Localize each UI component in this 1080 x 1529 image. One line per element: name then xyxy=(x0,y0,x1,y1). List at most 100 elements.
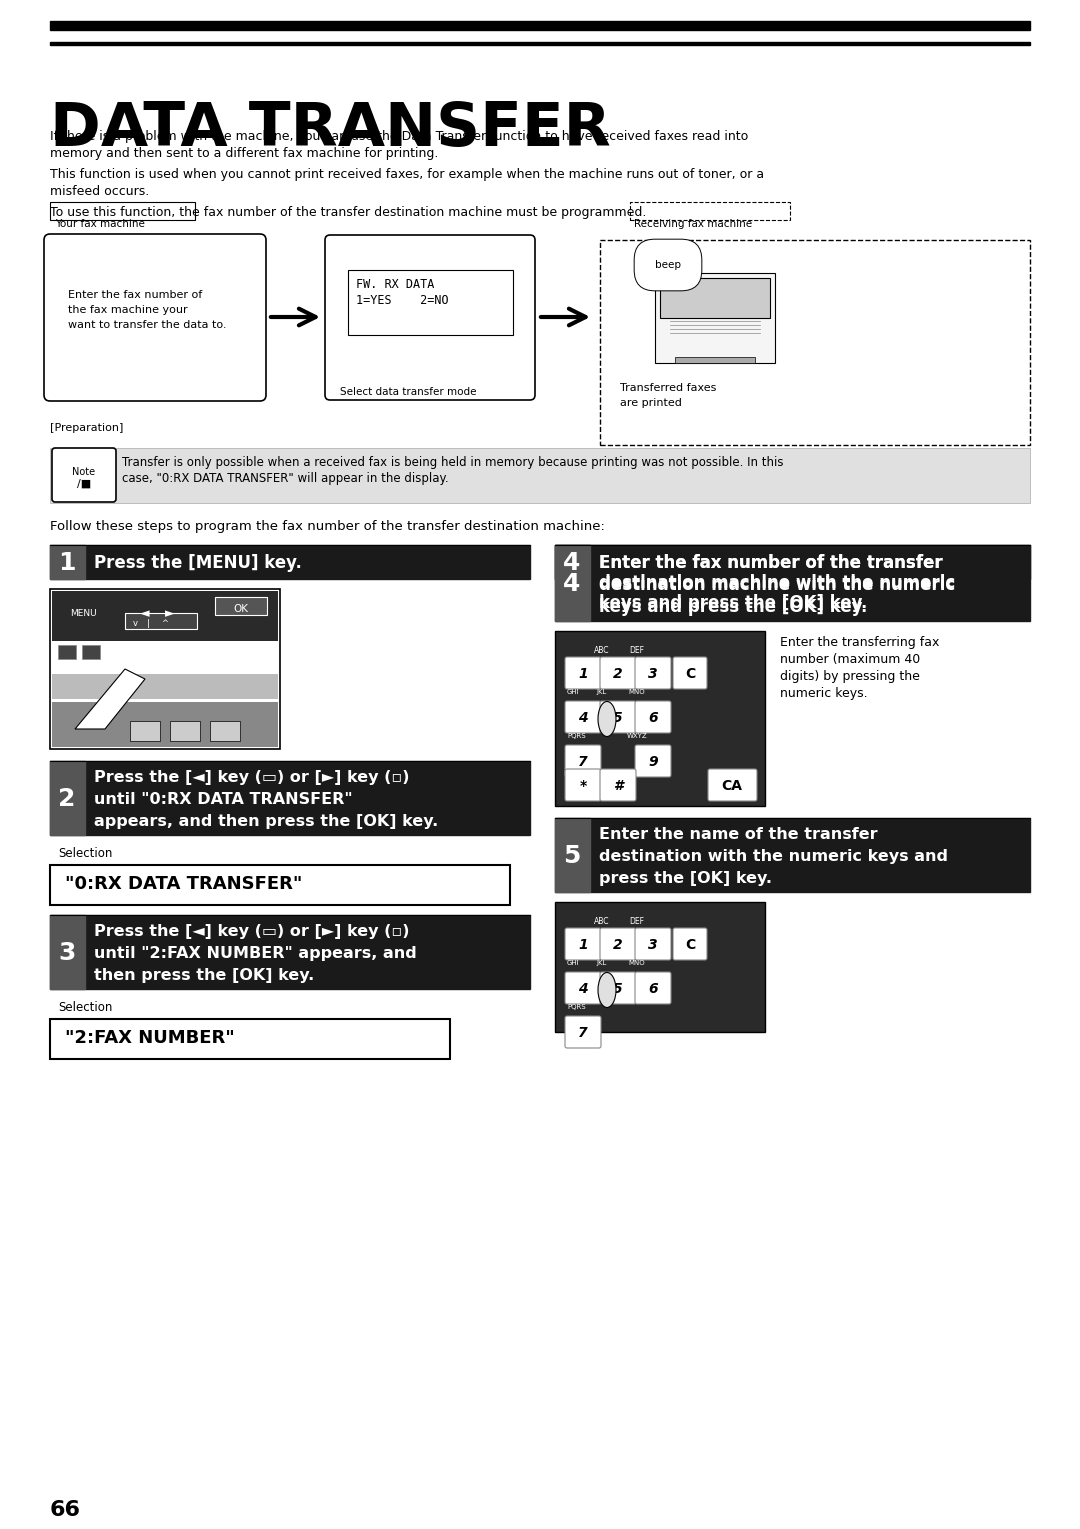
Bar xyxy=(50,914,85,989)
Text: Follow these steps to program the fax number of the transfer destination machine: Follow these steps to program the fax nu… xyxy=(50,520,605,534)
Text: ^: ^ xyxy=(161,619,168,628)
FancyBboxPatch shape xyxy=(600,928,636,960)
Ellipse shape xyxy=(598,702,616,737)
Bar xyxy=(555,544,590,579)
Ellipse shape xyxy=(598,972,616,1008)
FancyBboxPatch shape xyxy=(635,745,671,777)
Text: destination machine with the numeric: destination machine with the numeric xyxy=(599,573,955,592)
FancyBboxPatch shape xyxy=(565,657,600,690)
Text: Select data transfer mode: Select data transfer mode xyxy=(340,387,476,398)
Text: This function is used when you cannot print received faxes, for example when the: This function is used when you cannot pr… xyxy=(50,168,765,180)
Text: Selection: Selection xyxy=(58,847,112,859)
Bar xyxy=(555,544,1030,621)
Bar xyxy=(50,544,530,579)
Bar xyxy=(50,914,530,989)
Text: destination with the numeric keys and: destination with the numeric keys and xyxy=(599,849,948,864)
Text: Selection: Selection xyxy=(58,1001,112,1014)
Text: 3: 3 xyxy=(58,940,76,965)
Text: MENU: MENU xyxy=(70,609,96,618)
FancyBboxPatch shape xyxy=(52,448,116,502)
FancyBboxPatch shape xyxy=(325,235,535,401)
Text: digits) by pressing the: digits) by pressing the xyxy=(780,670,920,683)
FancyBboxPatch shape xyxy=(673,928,707,960)
Text: Transferred faxes: Transferred faxes xyxy=(620,382,716,393)
Text: DEF: DEF xyxy=(630,645,645,654)
FancyBboxPatch shape xyxy=(565,972,600,1005)
Bar xyxy=(50,589,280,749)
Text: case, "0:RX DATA TRANSFER" will appear in the display.: case, "0:RX DATA TRANSFER" will appear i… xyxy=(122,472,448,485)
Text: PQRS: PQRS xyxy=(567,1005,585,1011)
FancyBboxPatch shape xyxy=(600,700,636,732)
Bar xyxy=(130,722,160,742)
Text: numeric keys.: numeric keys. xyxy=(780,687,867,700)
Text: "2:FAX NUMBER": "2:FAX NUMBER" xyxy=(65,1029,234,1047)
Text: 1: 1 xyxy=(578,937,588,953)
Text: 1: 1 xyxy=(58,550,76,575)
Text: C: C xyxy=(685,937,696,953)
Text: JKL: JKL xyxy=(597,690,607,696)
FancyBboxPatch shape xyxy=(635,928,671,960)
Bar xyxy=(52,702,278,748)
Text: ◄: ◄ xyxy=(140,607,150,619)
Bar xyxy=(555,544,1030,579)
Text: DEF: DEF xyxy=(630,917,645,927)
Text: GHI: GHI xyxy=(567,960,580,966)
FancyBboxPatch shape xyxy=(635,972,671,1005)
Text: Press the [◄] key (▭) or [►] key (▫): Press the [◄] key (▭) or [►] key (▫) xyxy=(94,771,409,784)
Text: 2: 2 xyxy=(613,937,623,953)
Text: MNO: MNO xyxy=(629,690,646,696)
FancyBboxPatch shape xyxy=(600,657,636,690)
Text: PQRS: PQRS xyxy=(567,732,585,739)
Text: DATA TRANSFER: DATA TRANSFER xyxy=(50,99,611,159)
Text: FW. RX DATA: FW. RX DATA xyxy=(356,278,434,291)
Bar xyxy=(555,818,590,891)
FancyBboxPatch shape xyxy=(673,657,707,690)
Text: [Preparation]: [Preparation] xyxy=(50,424,123,433)
Text: Receiving fax machine: Receiving fax machine xyxy=(634,219,752,229)
Text: "0:RX DATA TRANSFER": "0:RX DATA TRANSFER" xyxy=(65,875,302,893)
Bar xyxy=(125,613,197,628)
Text: If there is a problem with the machine, you can use the Data Transfer function t: If there is a problem with the machine, … xyxy=(50,130,748,144)
Text: GHI: GHI xyxy=(567,690,580,696)
FancyBboxPatch shape xyxy=(600,769,636,801)
Text: Enter the transferring fax: Enter the transferring fax xyxy=(780,636,940,648)
Text: ABC: ABC xyxy=(594,645,610,654)
Text: 7: 7 xyxy=(578,755,588,769)
Bar xyxy=(654,274,775,362)
Text: 3: 3 xyxy=(648,937,658,953)
Bar xyxy=(50,761,85,835)
FancyBboxPatch shape xyxy=(635,657,671,690)
Bar xyxy=(660,278,770,318)
FancyBboxPatch shape xyxy=(565,1015,600,1047)
Bar xyxy=(50,1018,450,1060)
Text: until "2:FAX NUMBER" appears, and: until "2:FAX NUMBER" appears, and xyxy=(94,946,417,962)
FancyBboxPatch shape xyxy=(635,700,671,732)
Text: Press the [◄] key (▭) or [►] key (▫): Press the [◄] key (▭) or [►] key (▫) xyxy=(94,924,409,939)
Text: C: C xyxy=(685,667,696,680)
FancyBboxPatch shape xyxy=(565,769,600,801)
Text: CA: CA xyxy=(721,778,743,794)
Text: /■: /■ xyxy=(77,479,91,489)
Text: appears, and then press the [OK] key.: appears, and then press the [OK] key. xyxy=(94,813,438,829)
Text: 9: 9 xyxy=(648,755,658,769)
Text: memory and then sent to a different fax machine for printing.: memory and then sent to a different fax … xyxy=(50,147,438,161)
Text: Your fax machine: Your fax machine xyxy=(55,219,145,229)
Bar xyxy=(630,202,789,220)
Text: ►: ► xyxy=(165,607,175,619)
Text: WXYZ: WXYZ xyxy=(626,732,647,739)
Text: are printed: are printed xyxy=(620,398,681,408)
Text: #: # xyxy=(613,778,623,794)
Text: Transfer is only possible when a received fax is being held in memory because pr: Transfer is only possible when a receive… xyxy=(122,456,783,469)
Text: beep: beep xyxy=(654,260,681,271)
Text: Press the [MENU] key.: Press the [MENU] key. xyxy=(94,553,302,572)
Text: Note: Note xyxy=(72,466,95,477)
Text: 4: 4 xyxy=(564,572,581,596)
Text: 1=YES    2=NO: 1=YES 2=NO xyxy=(356,294,448,307)
Bar xyxy=(50,41,1030,44)
Text: M: M xyxy=(544,761,553,771)
Text: |: | xyxy=(147,619,150,628)
Bar xyxy=(555,818,1030,891)
Text: 6: 6 xyxy=(648,711,658,725)
Text: want to transfer the data to.: want to transfer the data to. xyxy=(68,320,227,330)
Text: 4: 4 xyxy=(578,711,588,725)
